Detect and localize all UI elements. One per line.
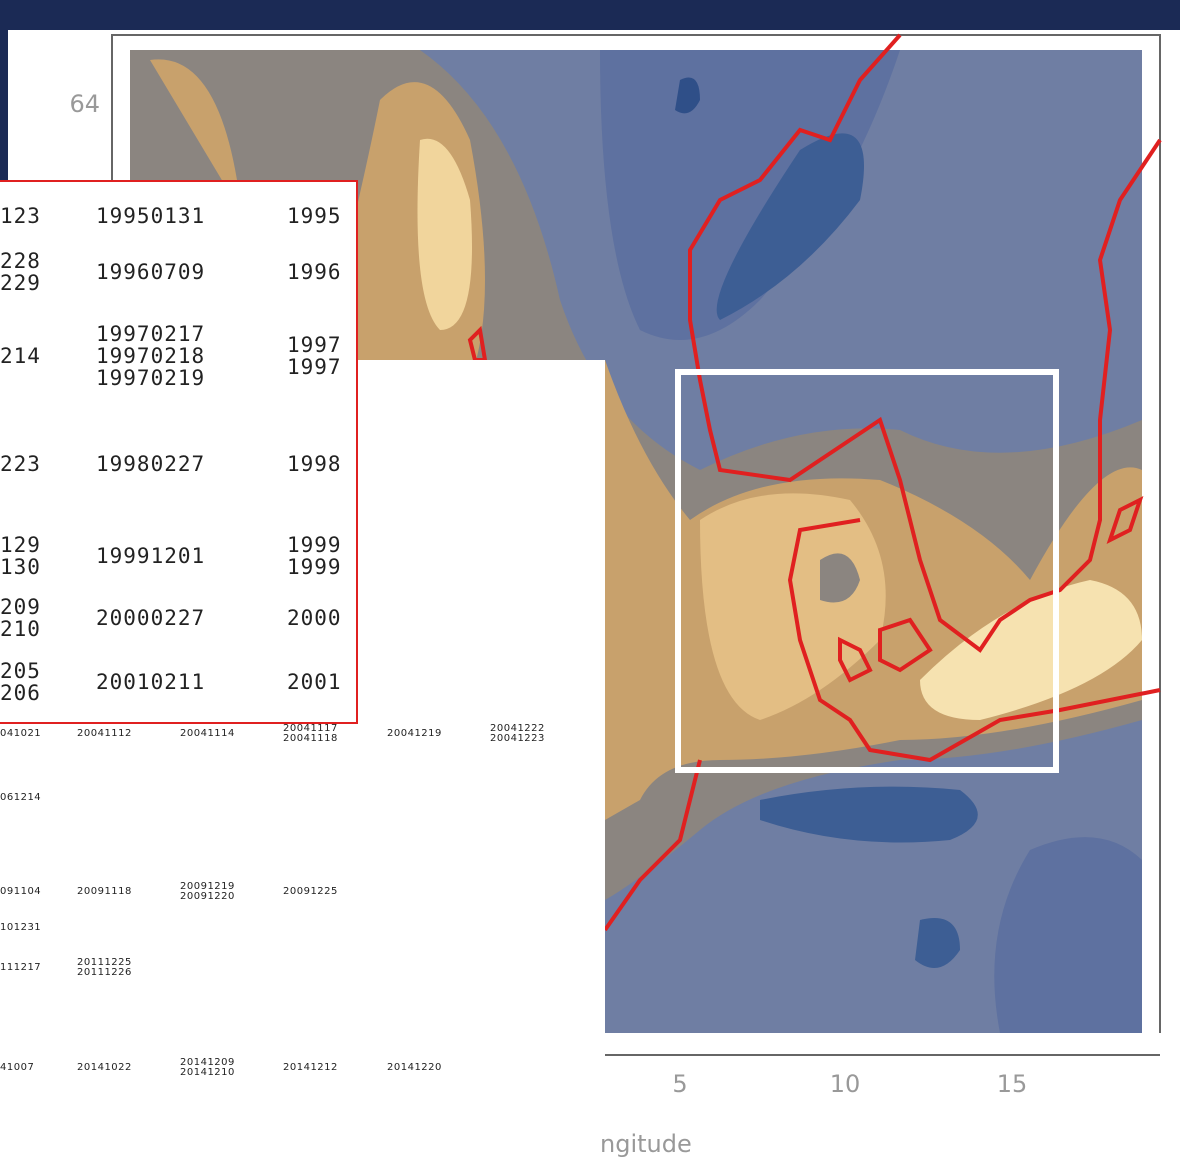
date-cell: 19980227 <box>96 453 205 475</box>
date-cell: 101231 <box>0 923 41 933</box>
date-cell: 1999 <box>287 556 342 578</box>
date-cell: 20000227 <box>96 607 205 629</box>
date-cell: 20041114 <box>180 729 235 739</box>
date-cell: 123 <box>0 205 41 227</box>
date-cell: 19950131 <box>96 205 205 227</box>
date-cell: 041021 <box>0 729 41 739</box>
date-cell: 41007 <box>0 1063 34 1073</box>
date-cell: 20091118 <box>77 887 132 897</box>
date-cell: 091104 <box>0 887 41 897</box>
date-cell: 061214 <box>0 793 41 803</box>
date-cell: 228 <box>0 250 41 272</box>
x-tick-label: 10 <box>830 1070 861 1098</box>
date-cell: 111217 <box>0 963 41 973</box>
date-cell: 20010211 <box>96 671 205 693</box>
date-cell: 2000 <box>287 607 342 629</box>
y-tick-label: 64 <box>69 90 100 118</box>
date-cell: 20041118 <box>283 734 338 744</box>
date-cell: 130 <box>0 556 41 578</box>
x-tick-label: 15 <box>997 1070 1028 1098</box>
date-cell: 2001 <box>287 671 342 693</box>
left-banner <box>0 30 8 180</box>
x-tick-label: 5 <box>672 1070 687 1098</box>
date-cell: 229 <box>0 272 41 294</box>
date-cell: 20141210 <box>180 1068 235 1078</box>
date-cell: 1998 <box>287 453 342 475</box>
date-cell: 20041112 <box>77 729 132 739</box>
date-cell: 1999 <box>287 534 342 556</box>
date-cell: 209 <box>0 596 41 618</box>
date-cell: 20141212 <box>283 1063 338 1073</box>
date-cell: 20091220 <box>180 892 235 902</box>
date-cell: 20141220 <box>387 1063 442 1073</box>
date-cell: 20041223 <box>490 734 545 744</box>
date-cell: 206 <box>0 682 41 704</box>
date-cell: 129 <box>0 534 41 556</box>
date-cell: 1995 <box>287 205 342 227</box>
date-cell: 19991201 <box>96 545 205 567</box>
date-cell: 19970219 <box>96 367 205 389</box>
top-banner <box>0 0 1180 30</box>
date-cell: 1996 <box>287 261 342 283</box>
date-cell: 205 <box>0 660 41 682</box>
date-cell: 210 <box>0 618 41 640</box>
date-cell: 1997 <box>287 356 342 378</box>
date-cell: 214 <box>0 345 41 367</box>
date-cell: 223 <box>0 453 41 475</box>
x-axis-label: ngitude <box>600 1130 692 1158</box>
date-cell: 19960709 <box>96 261 205 283</box>
date-cell: 1997 <box>287 334 342 356</box>
date-cell: 20041219 <box>387 729 442 739</box>
date-cell: 20141022 <box>77 1063 132 1073</box>
date-cell: 19970217 <box>96 323 205 345</box>
date-cell: 20091225 <box>283 887 338 897</box>
page: 64 5 10 15 ngitude 123 19950131 1995 228229… <box>0 0 1180 1161</box>
date-cell: 19970218 <box>96 345 205 367</box>
date-cell: 20111226 <box>77 968 132 978</box>
